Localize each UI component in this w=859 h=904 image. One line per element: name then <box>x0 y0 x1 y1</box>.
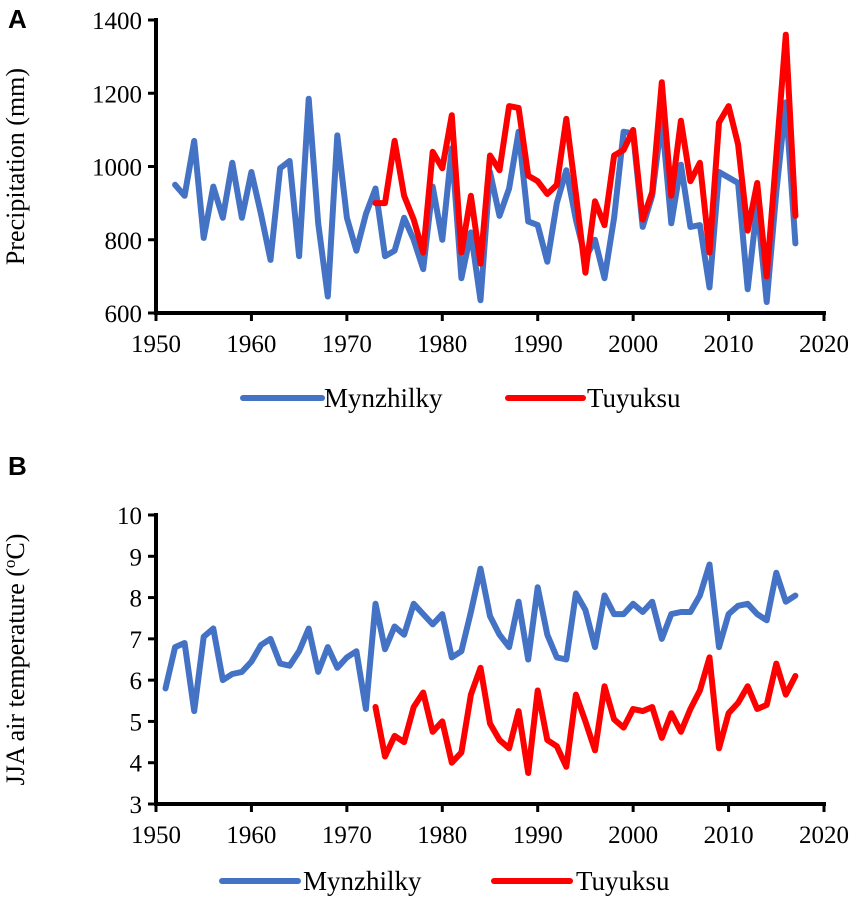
panel-b-y-tick-label: 7 <box>130 627 143 654</box>
panel-a-legend-label-tuyuksu: Tuyuksu <box>587 383 681 413</box>
panel-b-y-tick-label: 8 <box>130 586 143 613</box>
panel-b-y-axis-title: JJA air temperature (oC) <box>0 534 30 786</box>
panel-b-x-tick-label: 2020 <box>799 822 849 849</box>
panel-a-series-tuyuksu <box>372 31 799 280</box>
panel-b-letter: B <box>8 451 27 481</box>
panel-a-x-tick-label: 1960 <box>226 331 276 358</box>
panel-a-chart: A 600 800 1000 1200 1400 1950 1960 1970 1980 1990 2… <box>1 4 849 413</box>
panel-b-y-tick-label: 5 <box>130 709 143 736</box>
panel-a-x-tick-label: 2010 <box>704 331 754 358</box>
panel-b-x-tick-label: 1980 <box>417 822 467 849</box>
panel-b-chart: B 3 4 5 6 7 8 9 10 1950 1960 1970 1980 1990 2000 2010 20… <box>0 451 849 896</box>
panel-b-legend-label-tuyuksu: Tuyuksu <box>576 866 670 896</box>
panel-b-series-mynzhilky <box>162 561 799 715</box>
panel-b-y-tick-label: 4 <box>130 751 143 778</box>
panel-b-y-tick-label: 3 <box>130 792 143 819</box>
panel-b-series-tuyuksu <box>372 654 799 776</box>
panel-b-x-tick-label: 1950 <box>131 822 181 849</box>
panel-a-x-tick-label: 2000 <box>608 331 658 358</box>
panel-a-y-tick-label: 1000 <box>92 155 142 182</box>
panel-b-legend-label-mynzhilky: Mynzhilky <box>303 866 422 896</box>
panel-b-y-tick-label: 10 <box>117 503 142 530</box>
panel-a-x-tick-label: 1980 <box>417 331 467 358</box>
panel-b-x-tick-label: 2000 <box>608 822 658 849</box>
panel-a-x-tick-label: 1970 <box>322 331 372 358</box>
panel-a-y-tick-label: 1200 <box>92 81 142 108</box>
panel-a-x-tick-label: 2020 <box>799 331 849 358</box>
panel-a-legend-label-mynzhilky: Mynzhilky <box>324 383 443 413</box>
panel-b-y-tick-label: 9 <box>130 544 143 571</box>
panel-a-letter: A <box>8 4 27 34</box>
panel-a-y-tick-label: 800 <box>105 228 143 255</box>
panel-b-x-tick-label: 1990 <box>513 822 563 849</box>
panel-b-y-tick-label: 6 <box>130 668 143 695</box>
panel-a-y-tick-label: 1400 <box>92 8 142 35</box>
panel-a-x-tick-label: 1950 <box>131 331 181 358</box>
panel-b-x-tick-label: 2010 <box>704 822 754 849</box>
panel-a-x-tick-label: 1990 <box>513 331 563 358</box>
panel-a-y-axis-title: Precipitation (mm) <box>1 68 30 265</box>
panel-b-x-tick-label: 1960 <box>226 822 276 849</box>
panel-b-x-tick-label: 1970 <box>322 822 372 849</box>
panel-a-y-tick-label: 600 <box>105 301 143 328</box>
